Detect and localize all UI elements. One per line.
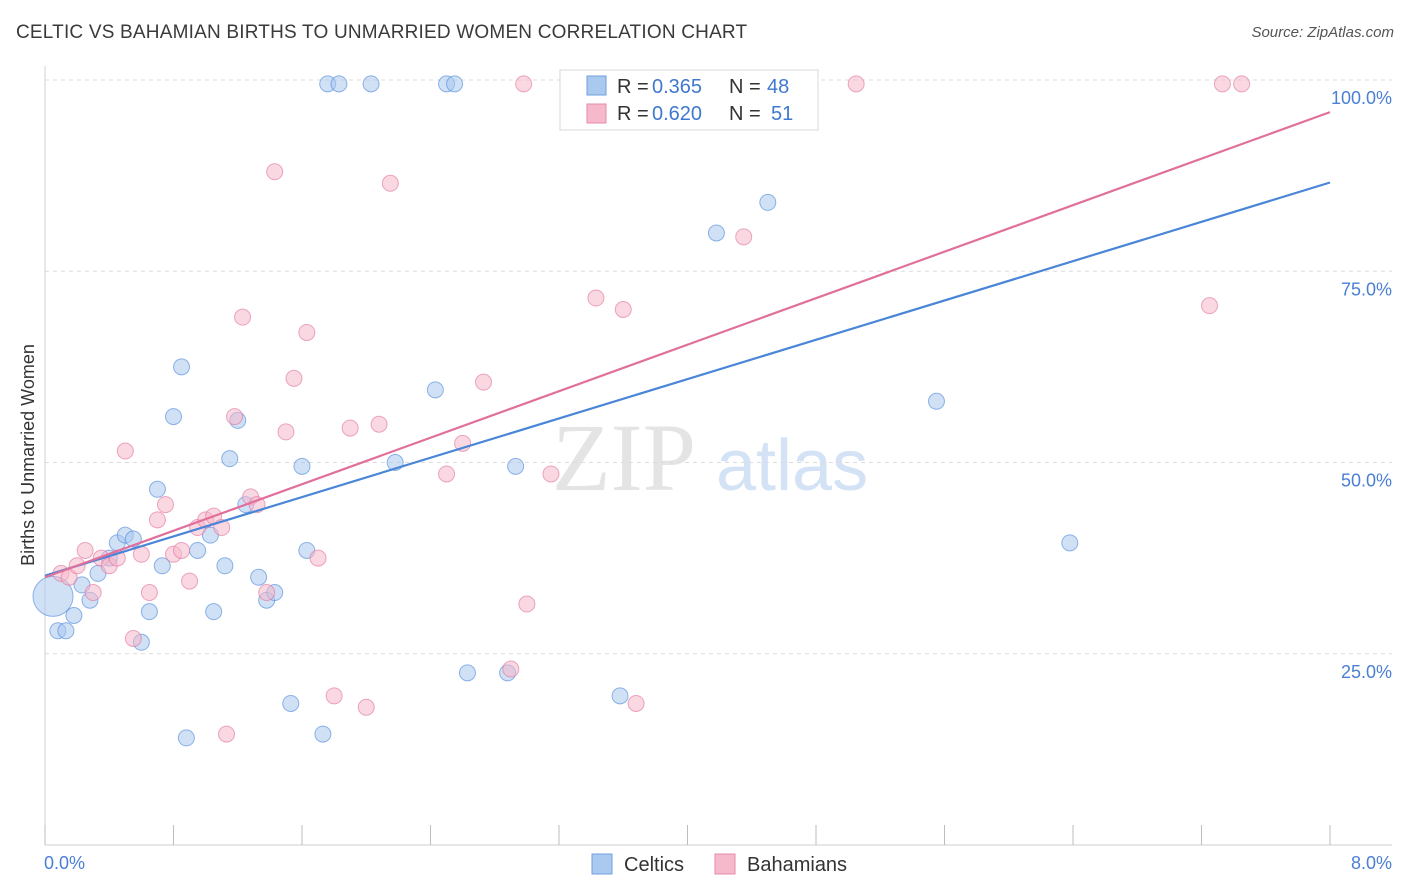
legend-n-label-celtics: N =: [729, 76, 761, 98]
x-tick-label-min: 0.0%: [44, 853, 85, 873]
point-bahamians: [277, 423, 295, 441]
point-bahamians: [518, 595, 536, 613]
y-tick-label: 100.0%: [1331, 88, 1392, 108]
watermark-zip: ZIP: [552, 404, 696, 511]
point-celtics: [458, 664, 476, 682]
point-bahamians: [234, 308, 252, 326]
point-celtics: [1061, 534, 1079, 552]
point-bahamians: [148, 511, 166, 529]
point-celtics: [927, 392, 945, 410]
point-bahamians: [847, 75, 865, 93]
trend-line-celtics: [44, 181, 1331, 577]
legend-n-value-celtics: 48: [767, 76, 789, 98]
point-bahamians: [1233, 75, 1251, 93]
legend-bottom-swatch-celtics: [591, 853, 613, 875]
point-celtics: [314, 725, 332, 743]
scatter-points: [32, 75, 1251, 747]
point-bahamians: [381, 174, 399, 192]
point-celtics: [140, 603, 158, 621]
trend-lines: [44, 111, 1331, 579]
point-bahamians: [341, 419, 359, 437]
point-celtics: [282, 694, 300, 712]
trend-line-bahamians: [44, 111, 1331, 579]
point-celtics: [153, 557, 171, 575]
point-bahamians: [266, 163, 284, 181]
point-bahamians: [325, 687, 343, 705]
point-celtics: [65, 607, 83, 624]
point-celtics: [507, 457, 525, 475]
legend-r-label-celtics: R =: [617, 76, 649, 98]
point-celtics: [362, 75, 380, 93]
point-bahamians: [124, 629, 142, 647]
legend-bottom-label-bahamians: Bahamians: [747, 854, 847, 876]
point-bahamians: [587, 289, 605, 307]
series-legend: Celtics Bahamians: [591, 853, 847, 876]
point-bahamians: [502, 660, 520, 678]
point-celtics: [32, 575, 74, 617]
point-celtics: [330, 75, 348, 93]
point-bahamians: [515, 75, 533, 93]
point-bahamians: [218, 725, 236, 743]
point-celtics: [216, 557, 234, 575]
legend-bottom-swatch-bahamians: [714, 853, 736, 875]
point-bahamians: [357, 698, 375, 716]
point-bahamians: [438, 465, 456, 483]
axes: 25.0% 50.0% 75.0% 100.0%: [44, 66, 1392, 846]
grid-lines: [45, 79, 1392, 655]
point-celtics: [165, 408, 182, 426]
point-bahamians: [285, 369, 303, 387]
point-celtics: [173, 358, 191, 376]
point-celtics: [250, 568, 268, 586]
y-tick-label: 25.0%: [1341, 662, 1392, 682]
legend-r-value-bahamians: 0.620: [652, 103, 702, 125]
point-celtics: [205, 603, 223, 621]
point-celtics: [707, 224, 725, 242]
point-bahamians: [542, 465, 560, 483]
point-bahamians: [1213, 75, 1231, 93]
point-bahamians: [173, 541, 191, 559]
point-celtics: [426, 381, 444, 399]
chart-title: CELTIC VS BAHAMIAN BIRTHS TO UNMARRIED W…: [16, 22, 748, 43]
source-label: Source: ZipAtlas.com: [1251, 24, 1394, 41]
point-bahamians: [84, 584, 102, 602]
y-tick-label: 75.0%: [1341, 279, 1392, 299]
legend-swatch-celtics: [586, 75, 607, 96]
point-bahamians: [1201, 297, 1219, 315]
legend-n-label-bahamians: N =: [729, 103, 761, 125]
x-tick-label-max: 8.0%: [1351, 853, 1392, 873]
point-bahamians: [614, 301, 632, 318]
legend-bottom-label-celtics: Celtics: [624, 854, 684, 876]
watermark-atlas: atlas: [716, 426, 868, 506]
point-bahamians: [226, 408, 244, 426]
point-celtics: [177, 729, 195, 747]
point-bahamians: [116, 442, 134, 460]
point-celtics: [759, 193, 777, 211]
y-axis-label: Births to Unmarried Women: [18, 344, 38, 566]
point-bahamians: [76, 541, 94, 559]
point-bahamians: [735, 228, 753, 246]
point-celtics: [611, 687, 629, 705]
point-bahamians: [181, 572, 199, 590]
point-bahamians: [140, 584, 158, 602]
point-celtics: [446, 75, 464, 93]
legend-r-value-celtics: 0.365: [652, 76, 702, 98]
point-celtics: [57, 622, 75, 640]
point-bahamians: [156, 496, 174, 514]
legend-n-value-bahamians: 51: [771, 103, 793, 125]
legend-r-label-bahamians: R =: [617, 103, 649, 125]
point-bahamians: [309, 549, 327, 567]
stats-legend: R = 0.365 N = 48 R = 0.620 N = 51: [559, 69, 819, 131]
point-bahamians: [258, 584, 276, 602]
y-tick-label: 50.0%: [1341, 471, 1392, 491]
point-celtics: [148, 480, 166, 498]
point-bahamians: [627, 694, 645, 712]
point-bahamians: [370, 415, 388, 433]
point-bahamians: [298, 323, 316, 341]
point-bahamians: [475, 373, 493, 391]
point-celtics: [293, 457, 311, 475]
point-celtics: [189, 541, 207, 559]
legend-swatch-bahamians: [586, 103, 607, 124]
point-celtics: [221, 450, 239, 468]
